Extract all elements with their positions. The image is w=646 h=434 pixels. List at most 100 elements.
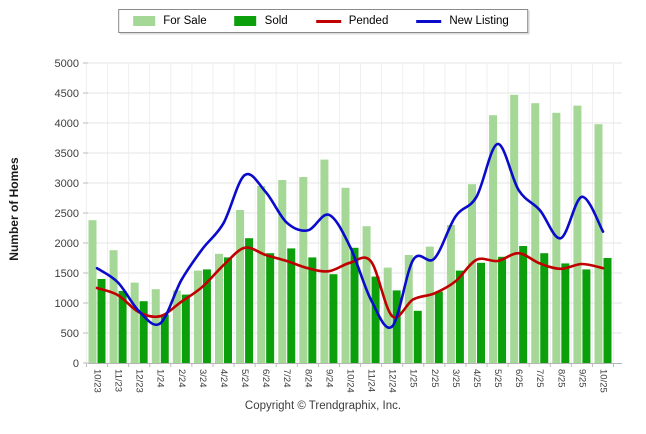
legend: For Sale Sold Pended New Listing <box>118 9 528 33</box>
legend-label: Pended <box>348 15 389 27</box>
new-listing-line <box>95 142 605 330</box>
x-tick-label: 5/24 <box>239 369 250 388</box>
bar-for-sale <box>109 250 118 363</box>
x-tick-label: 7/25 <box>534 369 545 388</box>
x-tick-label: 6/25 <box>513 369 524 388</box>
bar-for-sale <box>404 255 413 363</box>
y-tick-label: 2000 <box>55 238 79 250</box>
bar-sold <box>245 238 254 363</box>
bar-sold <box>561 263 570 363</box>
sold-swatch-icon <box>234 16 257 26</box>
x-tick-label: 12/24 <box>387 369 398 393</box>
y-tick-label: 3000 <box>55 178 79 190</box>
x-tick-label: 10/23 <box>92 369 103 393</box>
bar-for-sale <box>446 225 455 363</box>
bar-sold <box>223 257 232 363</box>
bar-for-sale <box>151 289 160 363</box>
bar-sold <box>434 291 443 363</box>
y-tick-label: 0 <box>73 358 79 370</box>
x-tick-label: 9/25 <box>576 369 587 388</box>
bar-for-sale <box>278 180 287 363</box>
bar-for-sale <box>320 159 329 363</box>
y-tick-label: 3500 <box>55 148 79 160</box>
legend-item-for-sale: For Sale <box>133 15 207 27</box>
copyright-text: Copyright © Trendgraphix, Inc. <box>244 400 402 412</box>
pended-line <box>95 246 605 319</box>
bar-for-sale <box>467 184 476 363</box>
x-tick-label: 9/24 <box>323 369 334 388</box>
bar-for-sale <box>425 246 434 363</box>
bar-for-sale <box>489 115 498 363</box>
y-tick-label: 5000 <box>55 58 79 70</box>
y-tick-label: 1000 <box>55 298 79 310</box>
x-tick-label: 3/25 <box>450 369 461 388</box>
bar-for-sale <box>510 94 519 364</box>
bar-for-sale <box>88 220 97 363</box>
bar-sold <box>455 270 464 363</box>
bar-sold <box>181 294 190 363</box>
x-tick-label: 12/23 <box>134 369 145 393</box>
bar-sold <box>202 269 211 363</box>
bar-sold <box>392 290 401 363</box>
x-tick-label: 7/24 <box>281 369 292 388</box>
bar-for-sale <box>594 124 603 363</box>
x-tick-label: 8/24 <box>302 369 313 388</box>
bar-for-sale <box>531 103 540 363</box>
bar-for-sale <box>573 105 582 363</box>
bar-for-sale <box>236 210 245 363</box>
x-tick-label: 3/24 <box>197 369 208 388</box>
x-tick-label: 4/25 <box>471 369 482 388</box>
bar-for-sale <box>257 186 266 363</box>
x-tick-label: 1/25 <box>408 369 419 388</box>
bar-sold <box>540 253 549 363</box>
x-tick-label: 4/24 <box>218 369 229 388</box>
x-tick-label: 1/24 <box>155 369 166 388</box>
bar-for-sale <box>383 267 392 363</box>
bar-sold <box>287 248 296 363</box>
x-tick-label: 8/25 <box>555 369 566 388</box>
legend-item-new-listing: New Listing <box>416 15 509 27</box>
legend-label: For Sale <box>163 15 207 27</box>
bar-sold <box>329 274 338 363</box>
bar-sold <box>266 253 275 363</box>
x-tick-label: 10/25 <box>598 369 609 393</box>
y-tick-label: 4000 <box>55 118 79 130</box>
bar-for-sale <box>193 270 202 363</box>
x-tick-label: 6/24 <box>260 369 271 388</box>
bar-sold <box>476 262 485 363</box>
bar-sold <box>160 314 169 363</box>
bar-sold <box>519 246 528 363</box>
bar-sold <box>118 291 127 363</box>
y-tick-label: 1500 <box>55 268 79 280</box>
x-tick-label: 2/25 <box>429 369 440 388</box>
x-tick-label: 11/23 <box>113 369 124 392</box>
bar-sold <box>97 279 106 363</box>
bar-for-sale <box>172 290 181 363</box>
y-tick-label: 4500 <box>55 88 79 100</box>
bar-sold <box>139 301 148 363</box>
x-tick-label: 2/24 <box>176 369 187 388</box>
bar-sold <box>308 257 317 363</box>
x-tick-label: 11/24 <box>366 369 377 392</box>
bar-sold <box>603 258 612 363</box>
legend-item-sold: Sold <box>234 15 288 27</box>
y-tick-label: 500 <box>61 328 79 340</box>
for-sale-swatch-icon <box>133 16 156 26</box>
bar-sold <box>498 256 507 363</box>
legend-item-pended: Pended <box>315 15 389 27</box>
bar-sold <box>582 269 591 363</box>
legend-label: Sold <box>264 15 288 27</box>
pended-swatch-icon <box>315 19 341 23</box>
bar-sold <box>371 276 380 363</box>
bar-for-sale <box>341 187 350 363</box>
bar-for-sale <box>299 177 308 363</box>
bar-for-sale <box>130 282 139 363</box>
y-axis-title: Number of Homes <box>7 157 21 261</box>
x-tick-label: 10/24 <box>345 369 356 393</box>
x-tick-label: 5/25 <box>492 369 503 388</box>
bar-for-sale <box>362 226 371 363</box>
legend-label: New Listing <box>449 15 509 27</box>
bar-sold <box>413 310 422 363</box>
